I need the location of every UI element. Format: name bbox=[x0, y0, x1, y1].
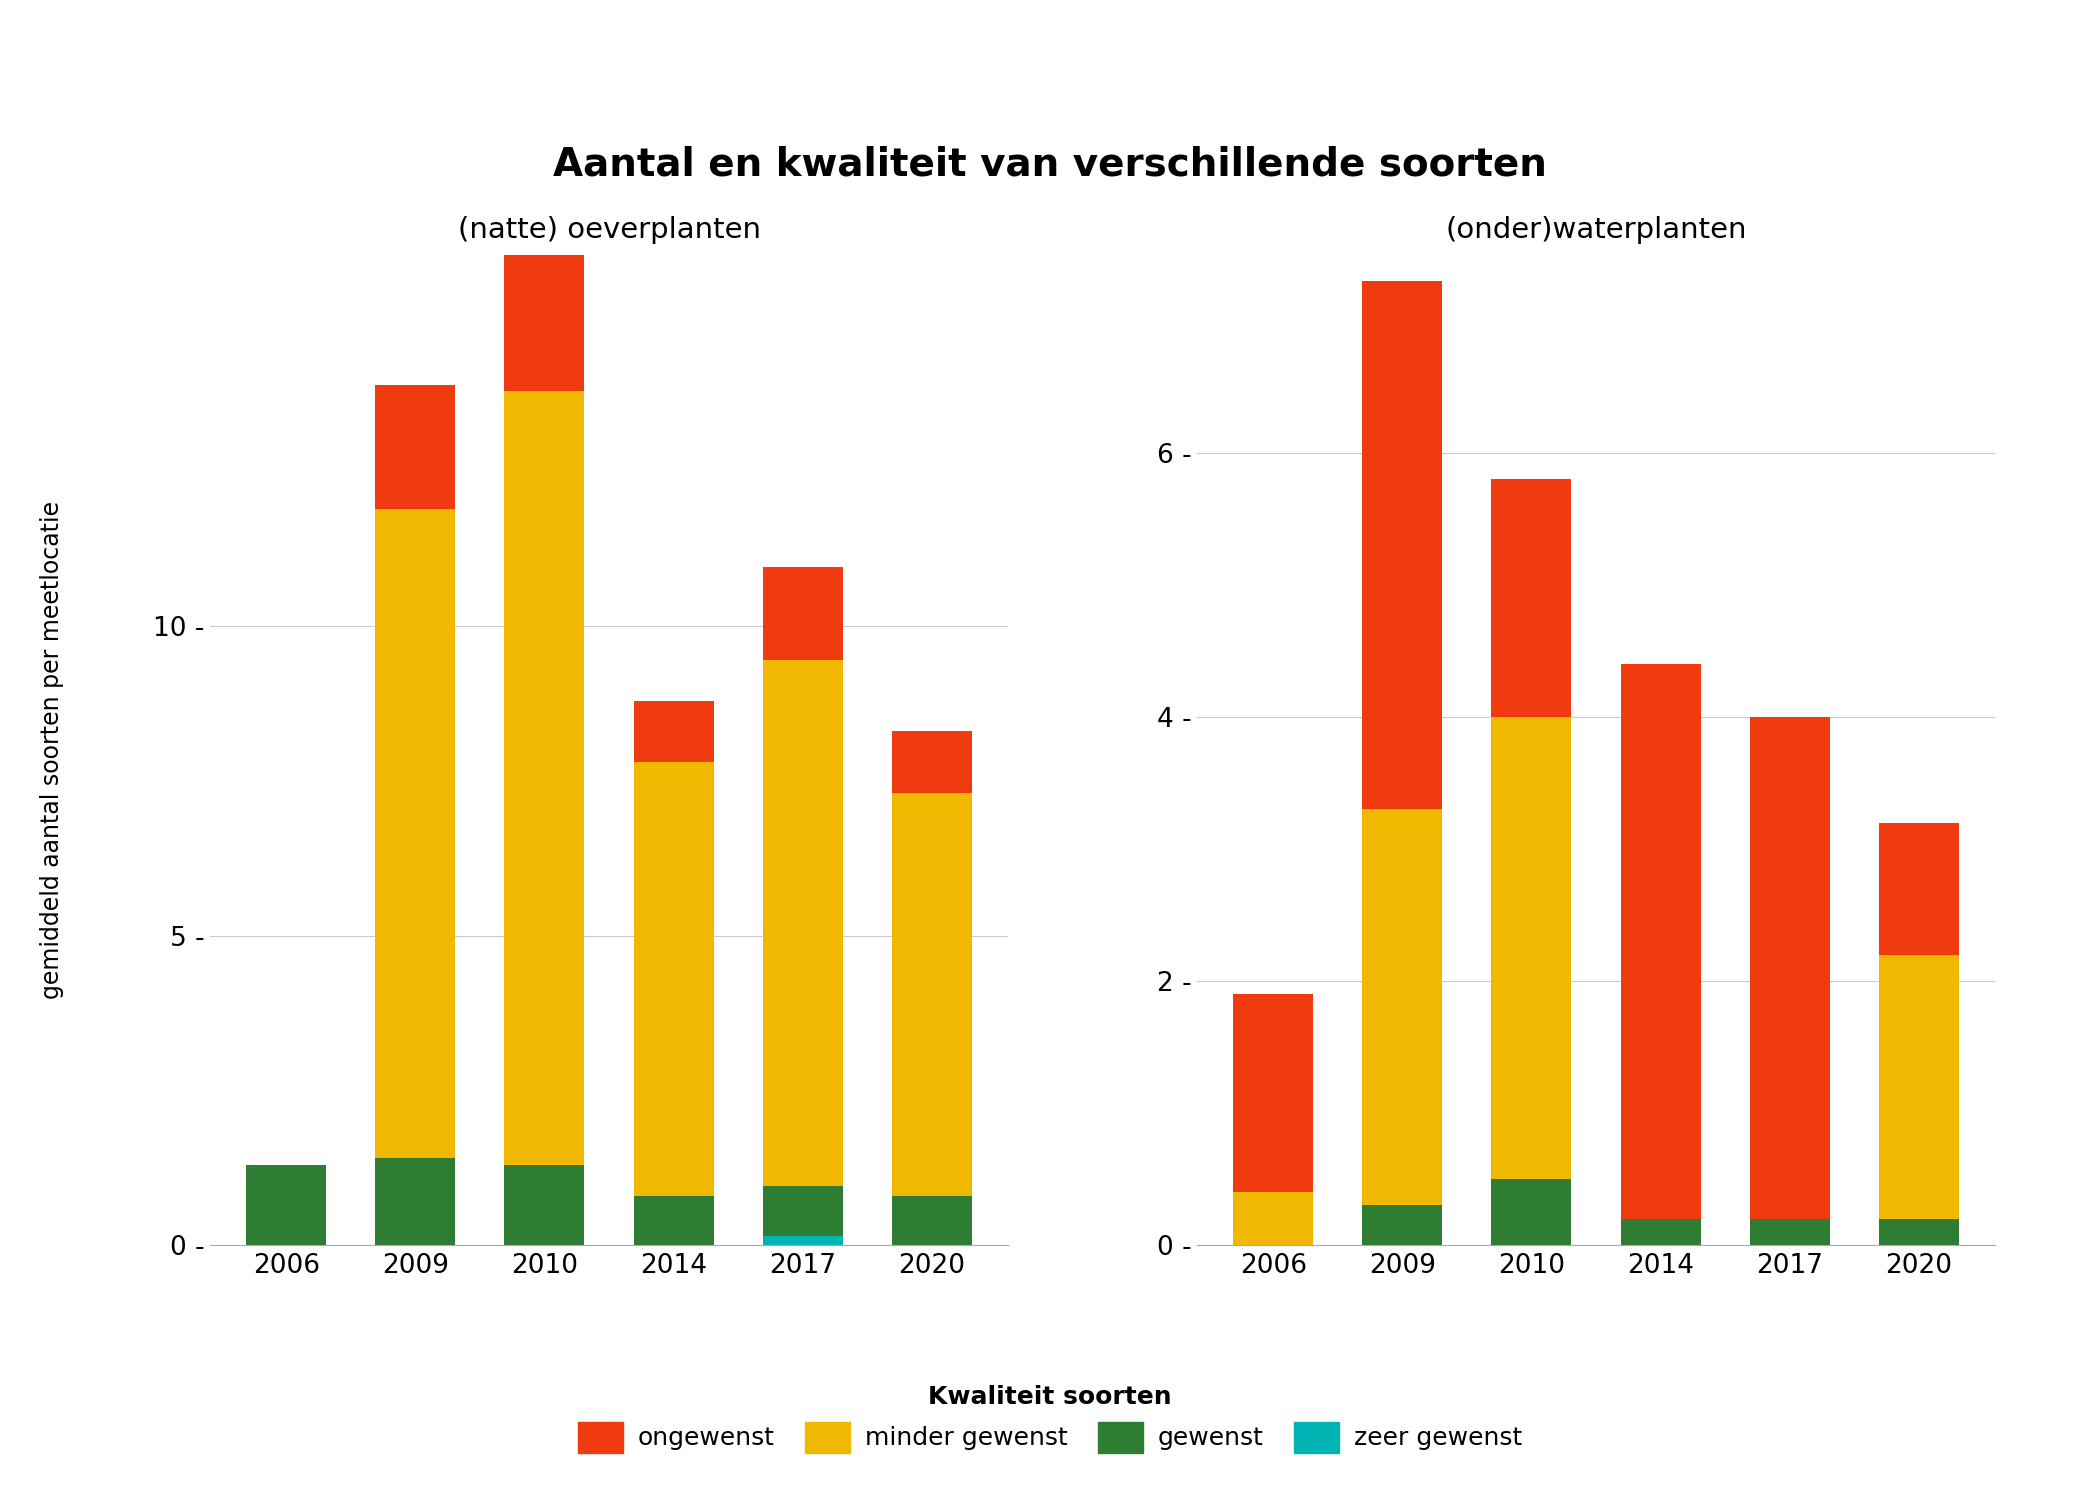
Bar bbox=[892, 1196, 972, 1245]
Bar bbox=[1233, 994, 1312, 1192]
Bar bbox=[762, 660, 842, 1186]
Legend: ongewenst, minder gewenst, gewenst, zeer gewenst: ongewenst, minder gewenst, gewenst, zeer… bbox=[565, 1372, 1535, 1466]
Bar bbox=[504, 392, 584, 1164]
Bar bbox=[1749, 717, 1829, 1218]
Bar bbox=[634, 700, 714, 762]
Bar bbox=[762, 1236, 842, 1245]
Bar bbox=[1749, 1218, 1829, 1245]
Bar bbox=[634, 762, 714, 1196]
Bar bbox=[246, 1164, 326, 1245]
Bar bbox=[1880, 1218, 1959, 1245]
Bar bbox=[892, 732, 972, 794]
Bar bbox=[762, 567, 842, 660]
Text: Aantal en kwaliteit van verschillende soorten: Aantal en kwaliteit van verschillende so… bbox=[552, 146, 1548, 184]
Bar bbox=[1491, 1179, 1571, 1245]
Bar bbox=[376, 509, 456, 1158]
Bar bbox=[1491, 717, 1571, 1179]
Bar bbox=[376, 1158, 456, 1245]
Bar bbox=[376, 386, 456, 508]
Bar bbox=[1491, 480, 1571, 717]
Bar bbox=[1363, 282, 1443, 810]
Bar bbox=[1621, 664, 1701, 1218]
Bar bbox=[1233, 1192, 1312, 1245]
Title: (onder)waterplanten: (onder)waterplanten bbox=[1445, 216, 1747, 244]
Bar bbox=[1363, 810, 1443, 1206]
Bar bbox=[892, 794, 972, 1196]
Text: gemiddeld aantal soorten per meetlocatie: gemiddeld aantal soorten per meetlocatie bbox=[40, 501, 65, 999]
Bar bbox=[1621, 1218, 1701, 1245]
Bar bbox=[1880, 822, 1959, 954]
Bar bbox=[504, 1164, 584, 1245]
Bar bbox=[1363, 1206, 1443, 1245]
Title: (natte) oeverplanten: (natte) oeverplanten bbox=[458, 216, 760, 244]
Bar bbox=[504, 237, 584, 392]
Bar bbox=[762, 1186, 842, 1236]
Bar bbox=[634, 1196, 714, 1245]
Bar bbox=[1880, 954, 1959, 1218]
